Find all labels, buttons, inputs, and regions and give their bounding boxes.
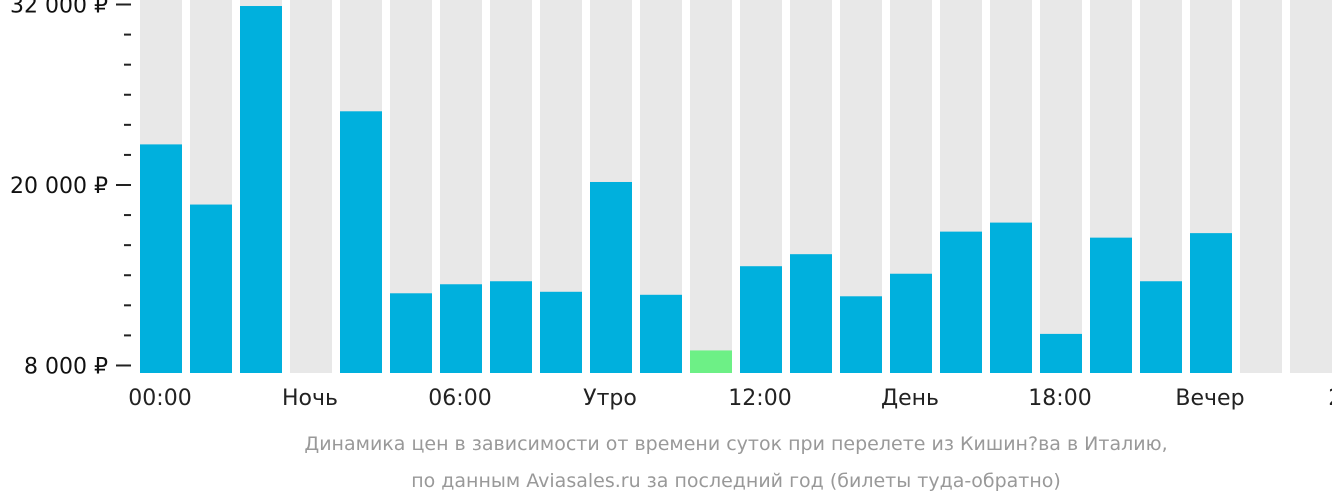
- x-tick-label: 24:00: [1328, 386, 1332, 411]
- bar-1800[interactable]: [1040, 333, 1082, 373]
- background-column: [1040, 0, 1082, 373]
- bar-1500[interactable]: [890, 273, 932, 373]
- bar-1400[interactable]: [840, 296, 882, 373]
- chart-caption-line-1: Динамика цен в зависимости от времени су…: [304, 433, 1167, 455]
- x-tick-label: 12:00: [728, 386, 791, 411]
- background-column: [1240, 0, 1282, 373]
- x-tick-label: Вечер: [1175, 386, 1244, 411]
- bars: [140, 6, 1232, 373]
- x-tick-label: 06:00: [428, 386, 491, 411]
- bar-0800[interactable]: [540, 291, 582, 373]
- bar-1000[interactable]: [640, 294, 682, 373]
- background-column: [290, 0, 332, 373]
- bar-1900[interactable]: [1090, 237, 1132, 373]
- bar-0600[interactable]: [440, 284, 482, 373]
- bar-1100[interactable]: [690, 350, 732, 373]
- x-tick-label: Утро: [583, 386, 637, 411]
- bar-2100[interactable]: [1190, 233, 1232, 373]
- y-tick-label: 20 000 ₽: [10, 174, 108, 199]
- y-tick-label: 8 000 ₽: [24, 354, 108, 379]
- bar-0200[interactable]: [240, 6, 282, 373]
- x-tick-label: 18:00: [1028, 386, 1091, 411]
- bar-0500[interactable]: [390, 293, 432, 373]
- bar-1700[interactable]: [990, 222, 1032, 373]
- background-column: [690, 0, 732, 373]
- bar-2000[interactable]: [1140, 281, 1182, 373]
- bar-0000[interactable]: [140, 144, 182, 373]
- x-tick-label: День: [881, 386, 939, 411]
- y-tick-label: 32 000 ₽: [10, 0, 108, 19]
- bar-1600[interactable]: [940, 231, 982, 373]
- x-tick-label: 00:00: [128, 386, 191, 411]
- chart-caption-line-2: по данным Aviasales.ru за последний год …: [411, 470, 1061, 492]
- bar-0900[interactable]: [590, 181, 632, 373]
- bar-0100[interactable]: [190, 204, 232, 373]
- y-axis: 8 000 ₽ 20 000 ₽ 32 000 ₽: [10, 0, 131, 379]
- background-column: [1290, 0, 1332, 373]
- bar-1300[interactable]: [790, 254, 832, 373]
- bar-0400[interactable]: [340, 111, 382, 373]
- bar-0700[interactable]: [490, 281, 532, 373]
- bar-1200[interactable]: [740, 266, 782, 373]
- x-axis: 00:00 Ночь 06:00 Утро 12:00 День 18:00 Вечер 24:…: [128, 386, 1332, 411]
- x-tick-label: Ночь: [282, 386, 338, 411]
